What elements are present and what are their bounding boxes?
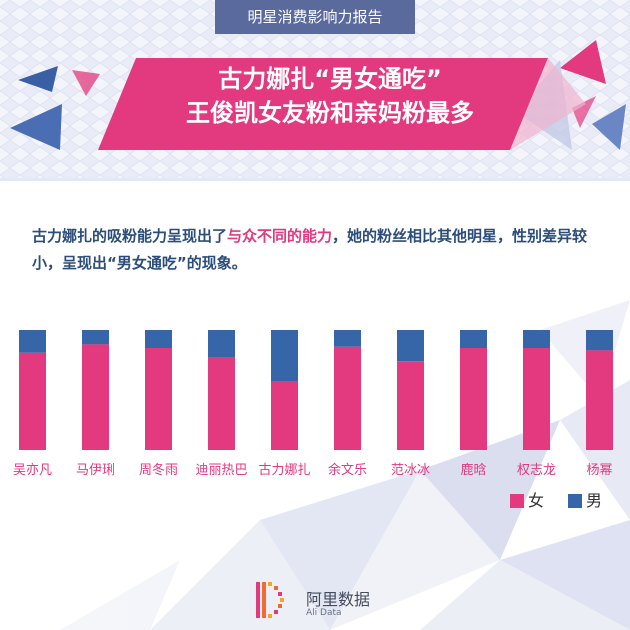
- x-tick-label-6: 余文乐: [328, 462, 367, 478]
- x-tick-label-4: 迪丽热巴: [195, 463, 247, 478]
- bar-female-2: [82, 344, 109, 450]
- ali-data-logo: [256, 582, 284, 618]
- legend-label-male: 男: [586, 491, 602, 510]
- logo-subtitle: Ali Data: [306, 608, 342, 618]
- x-tick-label-1: 吴亦凡: [13, 462, 52, 478]
- x-tick-label-9: 权志龙: [517, 462, 556, 478]
- bar-male-1: [19, 330, 46, 353]
- bar-female-4: [208, 357, 235, 450]
- bar-female-5: [271, 381, 298, 450]
- bar-male-10: [586, 330, 613, 351]
- legend-label-female: 女: [528, 491, 544, 510]
- bar-male-9: [523, 330, 550, 348]
- legend: 女 男: [510, 491, 602, 510]
- legend-swatch-female: [510, 494, 524, 508]
- intro-highlight: 与众不同的能力: [227, 227, 333, 245]
- x-axis-labels: 吴亦凡 马伊琍 周冬雨 迪丽热巴 古力娜扎 余文乐 范冰冰 鹿晗 权志龙 杨幂: [13, 462, 613, 478]
- bar-male-3: [145, 330, 172, 348]
- logo-name: 阿里数据: [306, 590, 371, 609]
- decor-triangle-6: [592, 104, 626, 150]
- headline-line-1: 古力娜扎“男女通吃”: [218, 65, 442, 93]
- bar-male-4: [208, 330, 235, 358]
- bar-female-3: [145, 348, 172, 450]
- decor-triangle-1: [18, 66, 58, 92]
- x-tick-label-10: 杨幂: [586, 463, 612, 478]
- intro-part-1: 古力娜扎的吸粉能力呈现出了: [32, 227, 228, 245]
- headline-band: [98, 58, 548, 150]
- bar-female-8: [460, 348, 487, 450]
- bar-female-9: [523, 348, 550, 450]
- legend-swatch-male: [568, 494, 582, 508]
- report-title-tab: 明星消费影响力报告: [215, 0, 415, 34]
- decor-triangle-5: [572, 96, 596, 128]
- bar-male-6: [334, 330, 361, 347]
- bars-group: [19, 330, 613, 450]
- bar-male-2: [82, 330, 109, 345]
- x-tick-label-8: 鹿晗: [460, 462, 486, 478]
- headline-line-2: 王俊凯女友粉和亲妈粉最多: [186, 99, 474, 127]
- x-tick-label-5: 古力娜扎: [258, 463, 310, 478]
- x-tick-label-2: 马伊琍: [76, 463, 115, 478]
- x-tick-label-7: 范冰冰: [391, 463, 430, 478]
- bar-male-5: [271, 330, 298, 382]
- decor-triangle-4: [560, 40, 606, 84]
- bar-male-7: [397, 330, 424, 362]
- fan-gender-chart: 吴亦凡 马伊琍 周冬雨 迪丽热巴 古力娜扎 余文乐 范冰冰 鹿晗 权志龙 杨幂 女 男: [13, 330, 613, 510]
- intro-part-2: ，她的粉丝相比其他明星，性别差异较小，呈现出“男女通吃”的现象。: [32, 227, 588, 272]
- decor-triangle-3: [72, 70, 100, 96]
- bar-female-7: [397, 361, 424, 450]
- bar-female-1: [19, 352, 46, 450]
- headline: 古力娜扎“男女通吃” 王俊凯女友粉和亲妈粉最多: [130, 62, 530, 130]
- bar-female-10: [586, 350, 613, 450]
- bar-male-8: [460, 330, 487, 348]
- logo-d-icon: [256, 582, 284, 618]
- decor-triangle-2: [10, 104, 62, 150]
- intro-text: 古力娜扎的吸粉能力呈现出了与众不同的能力，她的粉丝相比其他明星，性别差异较小，呈…: [32, 223, 612, 277]
- x-tick-label-3: 周冬雨: [139, 462, 178, 478]
- bar-female-6: [334, 346, 361, 450]
